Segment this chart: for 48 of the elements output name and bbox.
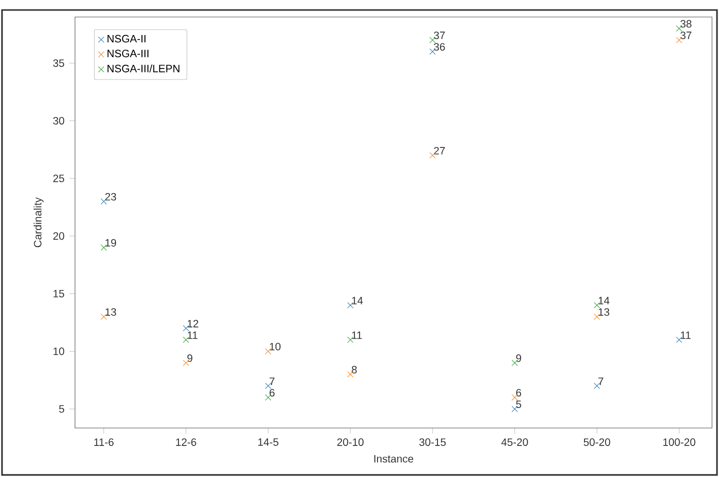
point [347,302,354,308]
data-label: 14 [352,296,363,304]
data-label: 19 [106,239,116,247]
x-tick-label: 14-5 [258,438,278,446]
data-label: 11 [680,332,691,339]
legend-label: NSGA-III/LEPN [108,64,180,72]
data-label: 13 [598,308,610,316]
y-tick-label: 5 [59,405,64,413]
data-label: 37 [680,32,692,40]
x-tick-label: 20-10 [337,438,364,446]
data-label: 6 [516,388,522,397]
x-axis-title: Instance [374,455,414,463]
data-label: 7 [270,378,274,385]
data-label: 36 [434,43,445,51]
point [347,336,354,343]
data-label: 13 [106,308,116,316]
data-label: 10 [270,342,281,350]
legend-label: NSGA-II [108,34,146,42]
y-tick-label: 25 [53,174,64,182]
point [100,244,107,251]
x-tick-label: 100-20 [663,438,696,446]
data-label: 11 [352,332,362,339]
y-tick-label: 10 [54,348,64,356]
x-tick-label: 30-15 [419,438,446,446]
x-tick-label: 11-6 [94,438,114,446]
data-label: 8 [352,366,357,374]
data-label: 6 [270,388,275,397]
y-tick-label: 35 [53,59,64,67]
legend-label: NSGA-III [108,50,148,58]
x-tick-label: 45-20 [501,438,528,446]
y-axis-title: Cardinality [34,197,44,248]
data-label: 38 [680,20,692,28]
data-label: 11 [188,332,198,339]
data-label: 7 [598,378,604,385]
data-label: 14 [598,296,610,304]
data-label: 27 [434,146,445,154]
data-label: 12 [188,320,198,328]
y-tick-label: 15 [54,290,64,298]
y-tick-label: 20 [53,232,64,240]
data-label: 23 [105,192,116,201]
x-tick-label: 12-6 [176,438,196,446]
x-tick-label: 50-20 [584,438,610,446]
data-label: 9 [187,354,192,362]
data-label: 37 [434,32,445,40]
data-label: 9 [516,354,522,362]
y-tick-label: 30 [53,116,64,125]
data-label: 5 [516,400,522,408]
point [100,314,107,320]
